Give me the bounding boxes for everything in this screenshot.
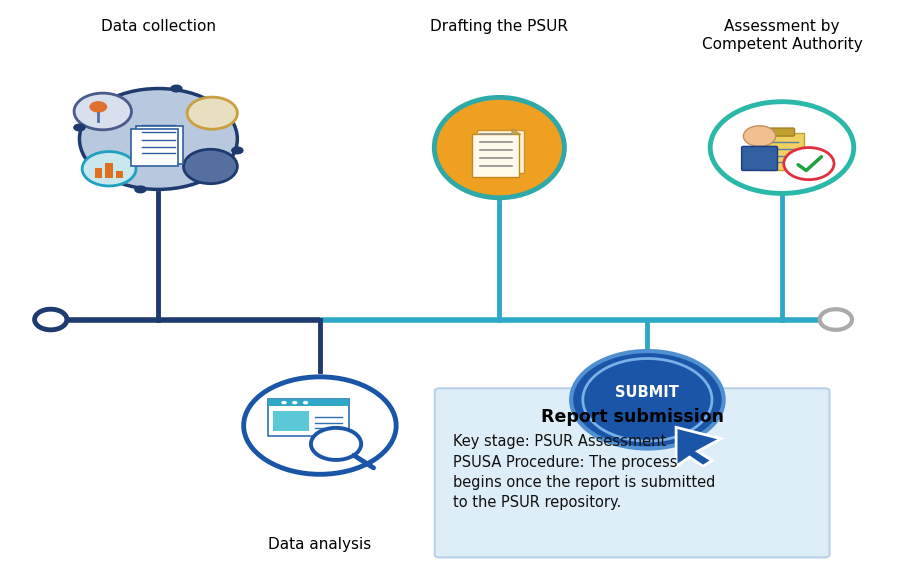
- Circle shape: [170, 85, 183, 93]
- Circle shape: [89, 101, 107, 112]
- Bar: [105, 163, 112, 178]
- Circle shape: [292, 401, 298, 404]
- Polygon shape: [512, 128, 521, 134]
- Text: Drafting the PSUR: Drafting the PSUR: [430, 18, 568, 33]
- Text: Data collection: Data collection: [101, 18, 216, 33]
- Ellipse shape: [435, 97, 564, 198]
- FancyBboxPatch shape: [770, 128, 795, 136]
- Circle shape: [187, 97, 238, 129]
- Bar: [274, 411, 309, 431]
- Circle shape: [73, 123, 86, 131]
- FancyBboxPatch shape: [268, 399, 348, 436]
- Circle shape: [282, 401, 287, 404]
- Circle shape: [231, 146, 244, 154]
- Polygon shape: [676, 427, 721, 467]
- FancyBboxPatch shape: [477, 130, 524, 173]
- Bar: [94, 168, 102, 178]
- FancyBboxPatch shape: [472, 134, 519, 177]
- Circle shape: [583, 358, 712, 441]
- Bar: [116, 171, 123, 178]
- Circle shape: [572, 351, 724, 449]
- FancyBboxPatch shape: [131, 129, 178, 166]
- Circle shape: [820, 309, 852, 330]
- Circle shape: [710, 102, 854, 194]
- Circle shape: [310, 428, 361, 460]
- FancyBboxPatch shape: [435, 388, 830, 558]
- FancyBboxPatch shape: [742, 146, 778, 170]
- Circle shape: [244, 377, 396, 474]
- Circle shape: [743, 126, 776, 146]
- Text: Data analysis: Data analysis: [268, 537, 372, 552]
- Text: Report submission: Report submission: [541, 408, 724, 426]
- Circle shape: [34, 309, 67, 330]
- Text: Assessment by
Competent Authority: Assessment by Competent Authority: [702, 18, 862, 52]
- Circle shape: [134, 185, 147, 194]
- Circle shape: [82, 151, 136, 186]
- Circle shape: [79, 89, 238, 190]
- Circle shape: [74, 93, 131, 130]
- Circle shape: [303, 401, 308, 404]
- Circle shape: [784, 147, 834, 180]
- Bar: [268, 399, 348, 406]
- Text: SUBMIT: SUBMIT: [616, 385, 680, 400]
- FancyBboxPatch shape: [136, 126, 183, 164]
- Text: Key stage: PSUR Assessment
PSUSA Procedure: The process
begins once the report i: Key stage: PSUR Assessment PSUSA Procedu…: [453, 434, 716, 510]
- Circle shape: [184, 149, 238, 184]
- FancyBboxPatch shape: [760, 133, 805, 170]
